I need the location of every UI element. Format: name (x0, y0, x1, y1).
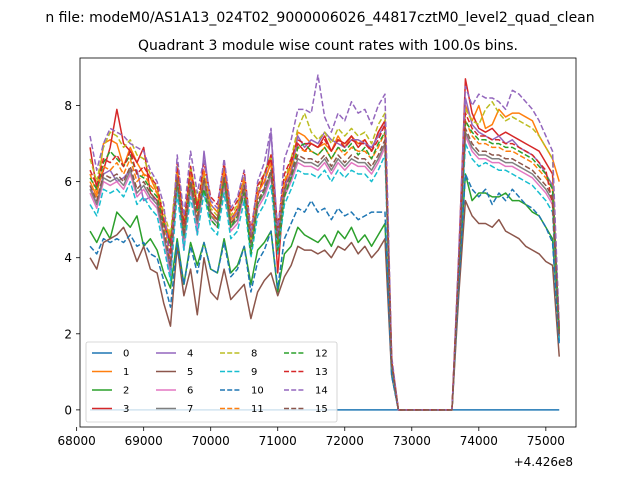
legend-label-7: 7 (187, 404, 193, 415)
x-tick-label: 69000 (125, 434, 163, 448)
legend-label-5: 5 (187, 367, 193, 378)
figure-suptitle: n file: modeM0/AS1A13_024T02_9000006026_… (45, 10, 594, 26)
x-tick-label: 74000 (460, 434, 498, 448)
series-line-5 (89, 199, 560, 411)
legend-label-3: 3 (123, 404, 129, 415)
x-tick-label: 70000 (192, 434, 230, 448)
x-tick-label: 72000 (326, 434, 364, 448)
x-axis: 68000 69000 70000 71000 72000 73000 74000 75000 (58, 427, 565, 448)
y-tick-label: 6 (64, 175, 72, 189)
chart-title: Quadrant 3 module wise count rates with … (138, 38, 518, 54)
x-offset-label: +4.426e8 (514, 455, 573, 469)
x-tick-label: 75000 (527, 434, 565, 448)
legend-label-2: 2 (123, 386, 129, 397)
legend-label-1: 1 (123, 367, 129, 378)
y-tick-label: 2 (64, 327, 72, 341)
legend-label-8: 8 (251, 349, 257, 360)
legend-label-9: 9 (251, 367, 257, 378)
legend-label-0: 0 (123, 349, 129, 360)
series-line-9 (89, 142, 560, 411)
series-layer (89, 74, 560, 411)
legend-label-12: 12 (315, 349, 328, 360)
x-tick-label: 71000 (259, 434, 297, 448)
series-line-14 (89, 74, 560, 411)
plot-frame (79, 57, 577, 428)
legend-label-6: 6 (187, 386, 193, 397)
series-line-12 (89, 120, 560, 411)
series-line-2 (89, 173, 560, 411)
legend-label-15: 15 (315, 404, 328, 415)
legend-label-14: 14 (315, 386, 328, 397)
legend-box (85, 341, 338, 423)
series-line-15 (89, 127, 560, 411)
series-line-1 (89, 104, 560, 411)
legend-label-13: 13 (315, 367, 328, 378)
y-tick-label: 0 (64, 403, 72, 417)
legend-label-4: 4 (187, 349, 193, 360)
legend-label-10: 10 (251, 386, 264, 397)
x-tick-label: 73000 (393, 434, 431, 448)
y-tick-label: 4 (64, 251, 72, 265)
series-line-10 (89, 173, 560, 411)
y-tick-label: 8 (64, 99, 72, 113)
y-axis: 0 2 4 6 8 (64, 99, 80, 417)
legend-label-11: 11 (251, 404, 264, 415)
x-tick-label: 68000 (58, 434, 96, 448)
series-line-3 (89, 78, 560, 411)
series-line-8 (89, 101, 560, 411)
